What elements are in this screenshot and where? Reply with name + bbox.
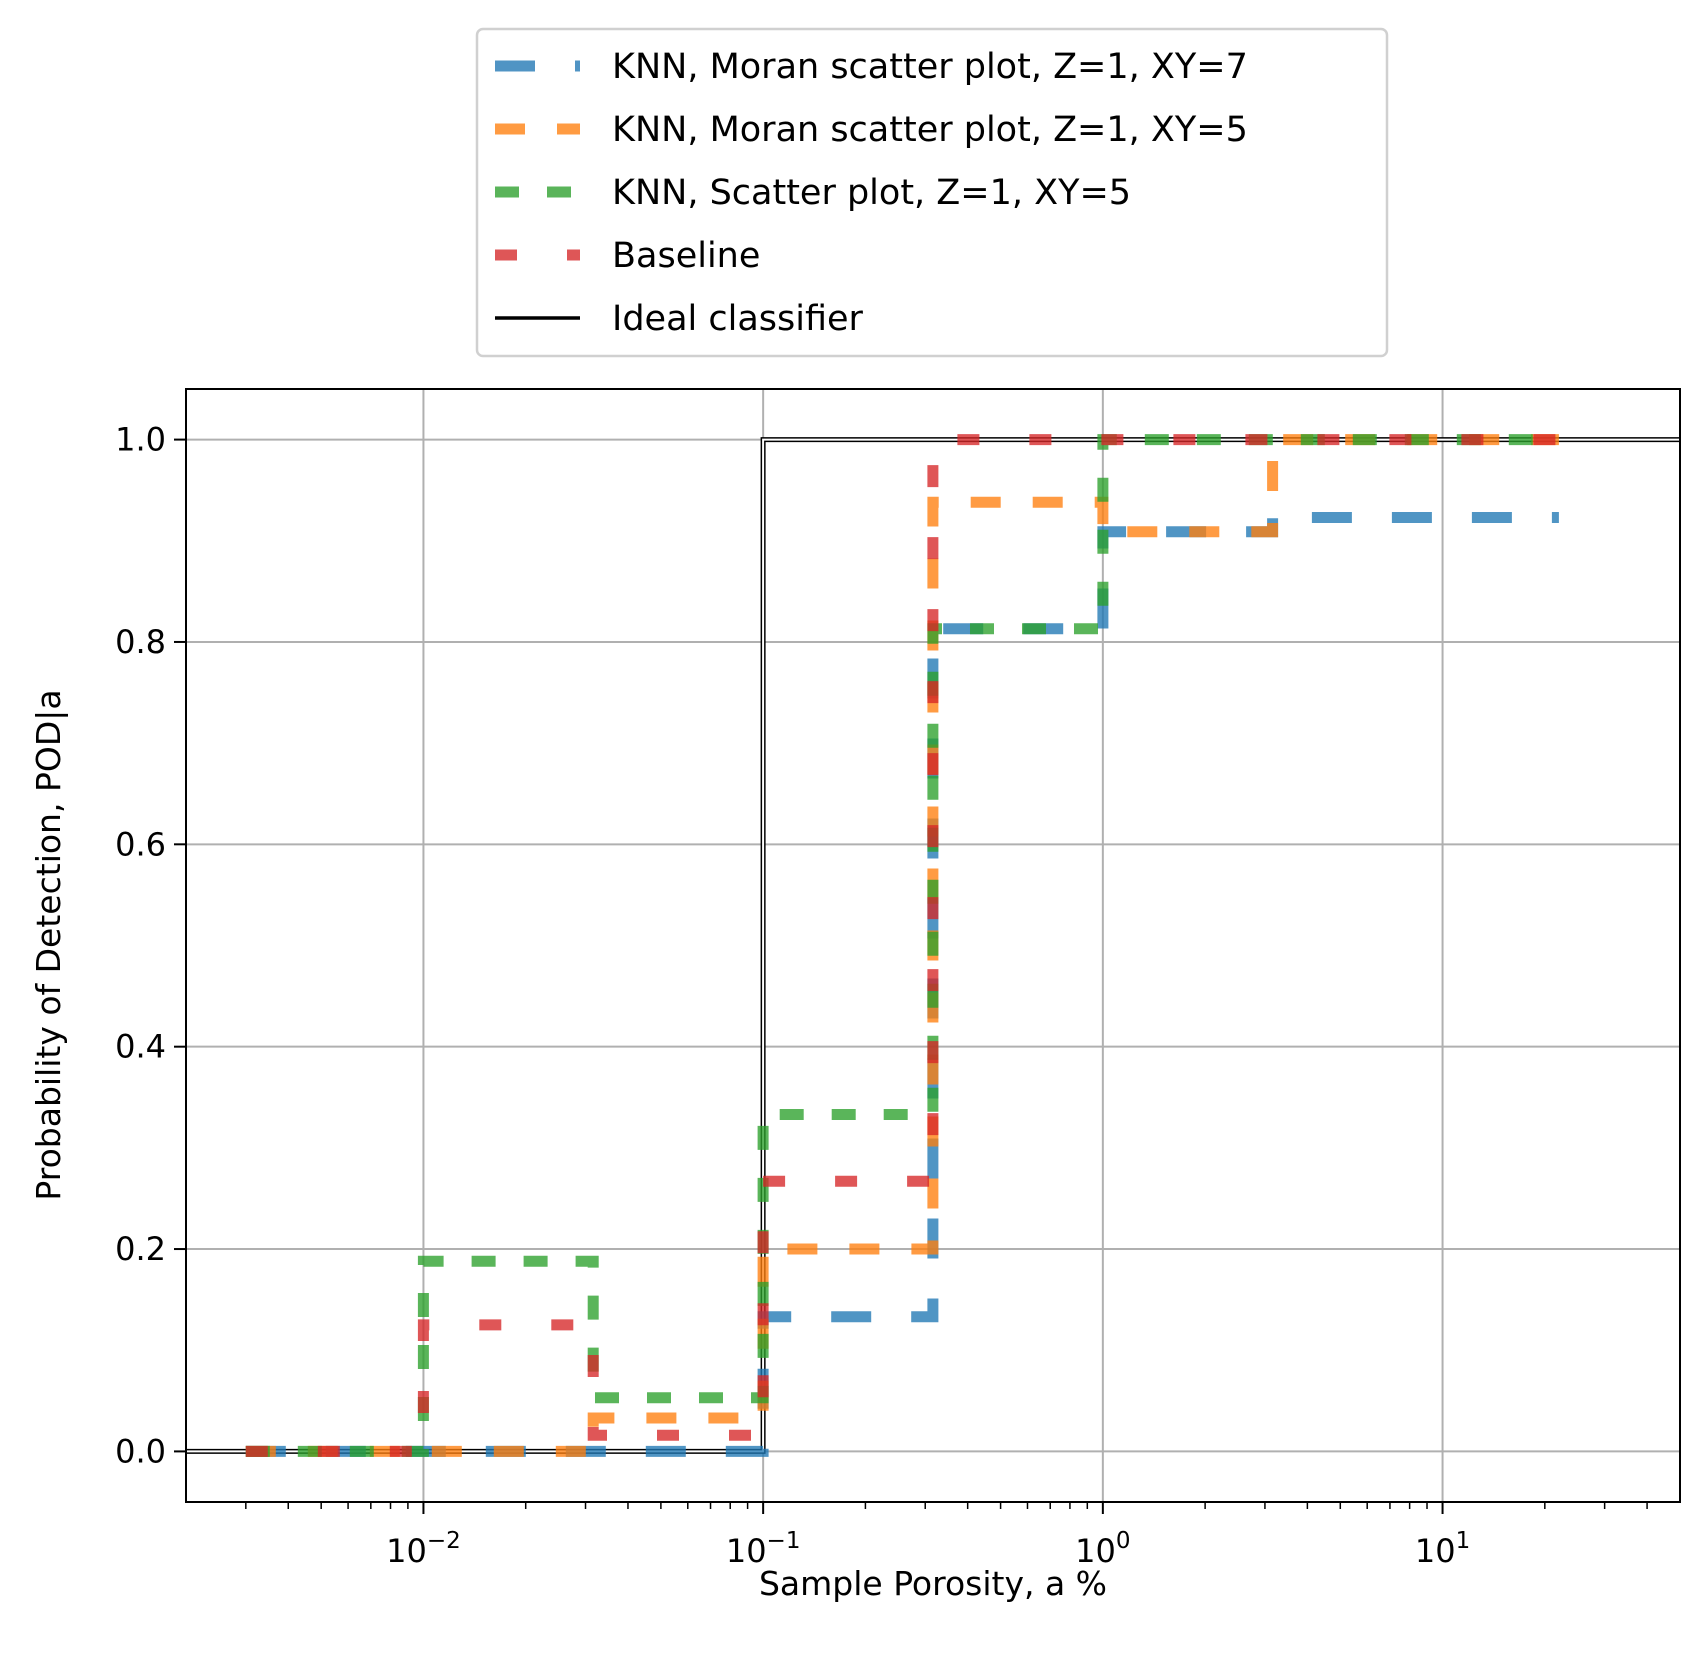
y-tick-label: 0.0	[115, 1432, 166, 1470]
legend-frame	[475, 27, 1389, 358]
y-tick-label: 0.2	[115, 1230, 166, 1268]
legend-label-1: KNN, Moran scatter plot, Z=1, XY=5	[612, 110, 1248, 150]
legend: KNN, Moran scatter plot, Z=1, XY=7 KNN, M…	[475, 27, 1389, 358]
legend-label-0: KNN, Moran scatter plot, Z=1, XY=7	[612, 47, 1248, 87]
y-tick-label: 0.6	[115, 825, 166, 863]
axis-ticks: 10−2 10−1 100 101 0.0 0.2 0.4 0.6 0.8 1.0	[115, 421, 1648, 1570]
y-tick-label: 0.4	[115, 1028, 166, 1066]
series-layer	[186, 434, 1680, 1457]
plot-frame	[185, 388, 1681, 1503]
series-line-3	[245, 434, 1605, 1457]
series-line-2	[245, 434, 1559, 1457]
y-axis-label: Probability of Detection, POD|a	[29, 689, 68, 1200]
x-tick-label: 10−2	[386, 1528, 461, 1570]
x-tick-label: 10−1	[726, 1528, 801, 1570]
y-tick-label: 0.8	[115, 623, 166, 661]
x-tick-label: 100	[1075, 1528, 1130, 1570]
legend-label-4: Ideal classifier	[612, 299, 864, 339]
x-axis-label: Sample Porosity, a %	[759, 1564, 1107, 1603]
ideal-line-inner	[186, 438, 1680, 1453]
series-line-1	[245, 434, 1559, 1457]
legend-label-2: KNN, Scatter plot, Z=1, XY=5	[612, 173, 1131, 213]
x-tick-label: 101	[1415, 1528, 1470, 1570]
y-tick-label: 1.0	[115, 421, 166, 459]
legend-label-3: Baseline	[612, 236, 760, 276]
